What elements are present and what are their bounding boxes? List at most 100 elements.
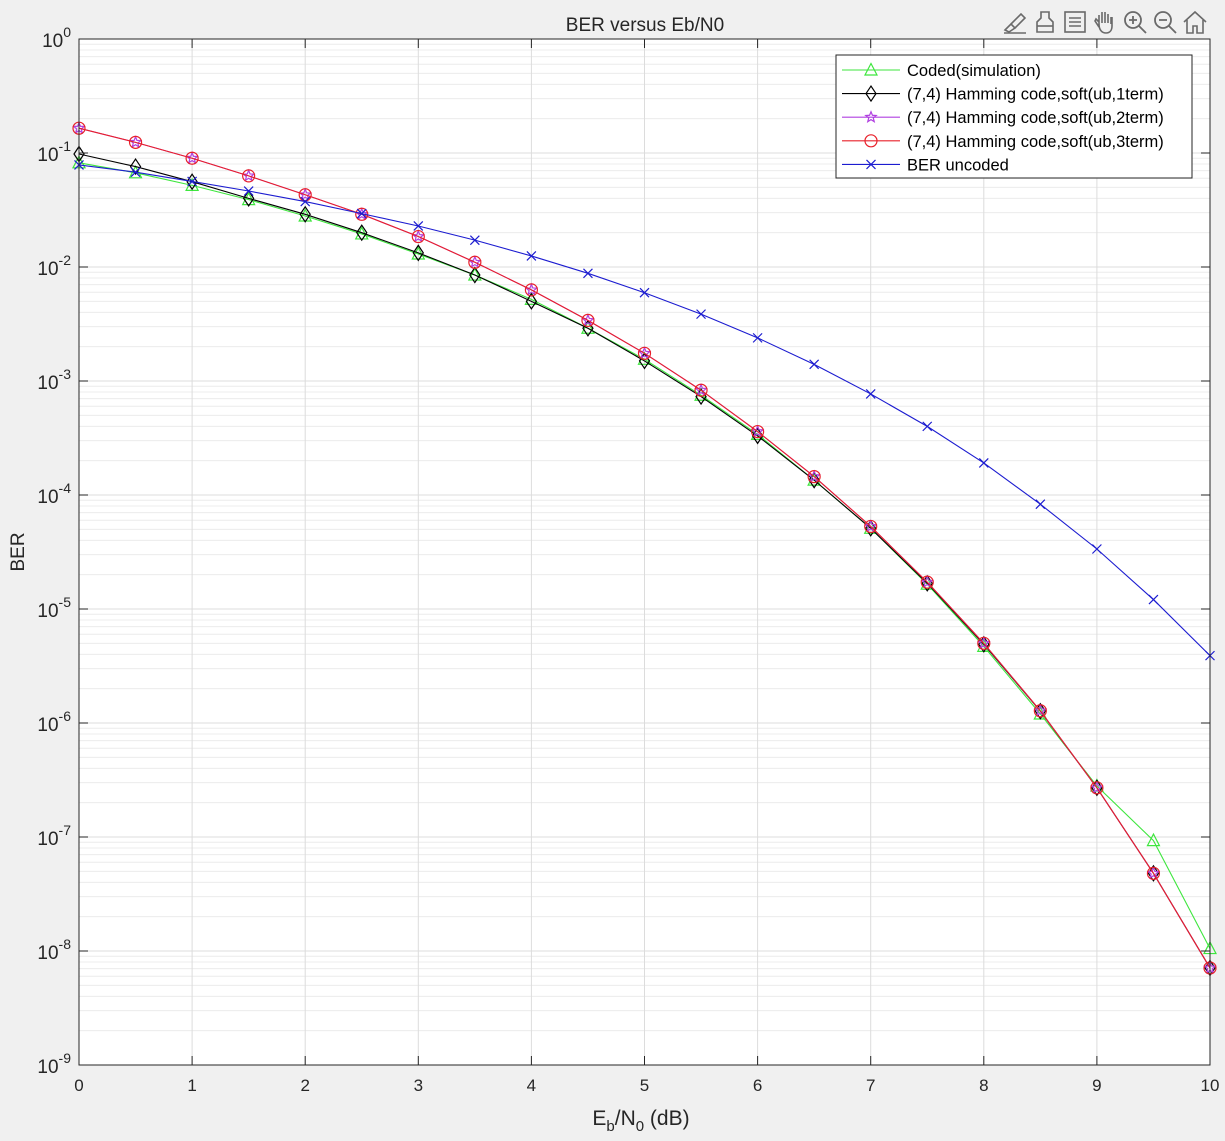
legend-box[interactable]: [835, 54, 1193, 179]
data-point: [356, 208, 367, 219]
y-tick-label: 10-7: [37, 822, 71, 850]
figure-toolbar: [1001, 8, 1209, 36]
data-point: [807, 470, 821, 484]
y-tick-label-exponent: -8: [59, 936, 72, 952]
data-point: [242, 169, 256, 183]
tick-marks: [78, 38, 1211, 1066]
data-point: [187, 176, 198, 187]
legend-entry[interactable]: Coded(simulation): [842, 62, 1041, 80]
data-point: [1146, 832, 1161, 847]
data-point: [185, 151, 199, 164]
legend-marker: [864, 62, 878, 76]
y-tick-label-base: 10: [37, 715, 58, 736]
data-point: [863, 519, 878, 533]
y-tick-label: 10-8: [37, 936, 71, 964]
series-4: [72, 121, 1217, 975]
zoom-out-icon: [1154, 11, 1177, 34]
data-point: [299, 205, 311, 223]
legend-label: BER uncoded: [907, 156, 1009, 174]
data-point: [580, 320, 595, 334]
x-tick-label: 6: [753, 1076, 762, 1095]
data-point: [696, 309, 706, 320]
x-axis-label-mid: /N: [615, 1107, 636, 1130]
x-axis-label: Eb/N0 (dB): [592, 1107, 689, 1135]
data-point: [1033, 703, 1048, 717]
legend-marker: [864, 110, 878, 123]
data-point: [922, 421, 933, 432]
legend[interactable]: Coded(simulation) (7,4) Hamming code,soft…: [835, 54, 1193, 179]
data-point: [1146, 866, 1161, 880]
data-point: [1146, 866, 1161, 880]
y-tick-label-base: 10: [37, 601, 58, 622]
series-5: [74, 159, 1215, 661]
data-point: [583, 268, 593, 279]
y-tick-label: 10-5: [37, 594, 71, 622]
x-tick-label: 3: [414, 1076, 423, 1095]
pan-button[interactable]: [1091, 8, 1119, 36]
data-point: [128, 135, 143, 149]
data-point: [639, 287, 650, 298]
data-point: [1033, 704, 1047, 718]
data-point: [1035, 499, 1046, 510]
data-point: [412, 244, 425, 262]
data-point: [1090, 781, 1104, 795]
data-point: [750, 424, 765, 438]
data-point: [1091, 779, 1103, 797]
zoom-in-button[interactable]: [1121, 8, 1149, 36]
x-tick-label: 8: [979, 1076, 988, 1095]
y-tick-label-base: 10: [37, 373, 58, 394]
legend-entry[interactable]: (7,4) Hamming code,soft(ub,2term): [842, 109, 1164, 127]
chart-title: BER versus Eb/N0: [566, 15, 724, 36]
y-tick-label-base: 10: [37, 829, 58, 850]
data-point: [355, 207, 369, 221]
legend-label: (7,4) Hamming code,soft(ub,3term): [907, 133, 1164, 151]
plot-axes[interactable]: [72, 38, 1217, 1066]
y-tick-label: 10-3: [37, 366, 71, 394]
x-axis-label-sub-b: b: [606, 1118, 614, 1135]
data-point: [694, 383, 708, 396]
y-tick-label-base: 10: [37, 145, 58, 166]
data-point: [526, 251, 537, 261]
data-point: [694, 383, 708, 397]
x-tick-label: 5: [640, 1076, 649, 1095]
legend-entry[interactable]: (7,4) Hamming code,soft(ub,3term): [842, 133, 1164, 151]
data-point: [1147, 864, 1160, 882]
save-button[interactable]: [1031, 8, 1059, 36]
y-tick-label-exponent: -9: [59, 1050, 72, 1066]
x-axis-label-base: E: [592, 1107, 606, 1130]
data-point: [750, 424, 765, 439]
y-tick-label: 10-1: [37, 138, 71, 166]
save-icon: [1036, 11, 1054, 33]
legend-entry[interactable]: BER uncoded: [842, 156, 1009, 174]
y-tick-label-exponent: -5: [59, 594, 72, 610]
insert-legend-button[interactable]: [1061, 8, 1089, 36]
y-tick-label-exponent: -3: [59, 366, 72, 382]
data-point: [186, 173, 198, 191]
insert-legend-icon: [1064, 11, 1086, 33]
data-point: [977, 636, 991, 650]
data-point: [751, 427, 764, 445]
legend-entry[interactable]: (7,4) Hamming code,soft(ub,1term): [842, 85, 1164, 104]
data-point: [920, 575, 934, 589]
data-point: [129, 158, 142, 176]
x-tick-label: 9: [1092, 1076, 1101, 1095]
data-point: [865, 389, 876, 399]
zoom-out-button[interactable]: [1151, 8, 1179, 36]
edit-plot-button[interactable]: [1001, 8, 1029, 36]
data-point: [977, 636, 991, 650]
data-point: [978, 458, 989, 468]
x-tick-label: 7: [866, 1076, 875, 1095]
y-tick-label-exponent: -4: [59, 480, 72, 496]
home-icon: [1183, 10, 1207, 34]
data-point: [637, 346, 652, 360]
data-point: [128, 135, 143, 149]
y-tick-label-exponent: 0: [63, 24, 71, 40]
y-tick-label-exponent: -7: [59, 822, 72, 838]
data-point: [581, 313, 595, 328]
home-button[interactable]: [1181, 8, 1209, 36]
legend-marker: [866, 159, 876, 170]
data-point: [864, 519, 878, 534]
y-axis-label: BER: [8, 532, 29, 571]
x-tick-labels: 0 1 2 3 4 5 6 7 8 9 10: [74, 1076, 1219, 1095]
